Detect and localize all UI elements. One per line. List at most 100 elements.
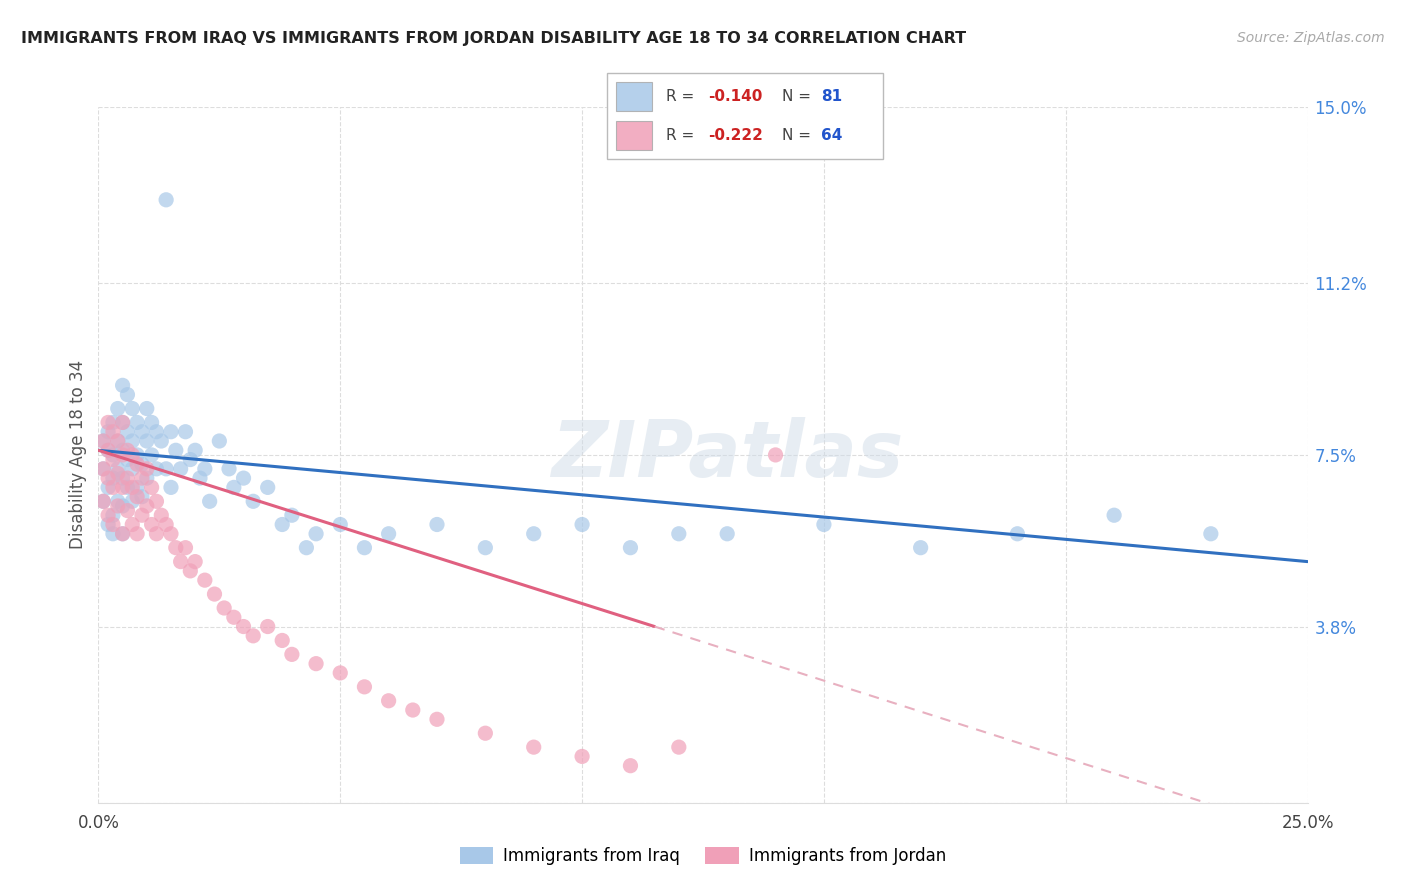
Point: [426, 517, 449, 532]
Point: [117, 480, 139, 494]
Point: [232, 471, 254, 485]
Point: [127, 457, 149, 471]
Point: [194, 462, 217, 476]
FancyBboxPatch shape: [616, 82, 652, 111]
Point: [668, 526, 690, 541]
Point: [131, 508, 153, 523]
Point: [910, 541, 932, 555]
Point: [256, 619, 278, 633]
Point: [91, 494, 114, 508]
Point: [131, 425, 153, 439]
Point: [101, 425, 124, 439]
Point: [101, 508, 124, 523]
Point: [101, 452, 124, 467]
Point: [208, 434, 231, 448]
Point: [145, 526, 167, 541]
Point: [150, 434, 173, 448]
Point: [127, 416, 149, 430]
Point: [281, 648, 304, 662]
Point: [426, 712, 449, 726]
Point: [141, 416, 163, 430]
Point: [353, 541, 375, 555]
Point: [271, 517, 294, 532]
Point: [1199, 526, 1222, 541]
Point: [160, 526, 183, 541]
Point: [474, 726, 496, 740]
Text: ZIPatlas: ZIPatlas: [551, 417, 903, 493]
Point: [107, 499, 129, 513]
Point: [145, 425, 167, 439]
Point: [97, 425, 120, 439]
Point: [121, 480, 143, 494]
Point: [101, 480, 124, 494]
Point: [571, 749, 593, 764]
Point: [141, 448, 163, 462]
Point: [111, 499, 134, 513]
Point: [117, 471, 139, 485]
Point: [91, 462, 114, 476]
Point: [121, 401, 143, 416]
Text: 81: 81: [821, 89, 842, 103]
Point: [111, 416, 134, 430]
Point: [111, 378, 134, 392]
Point: [101, 517, 124, 532]
Point: [121, 462, 143, 476]
Point: [117, 503, 139, 517]
Point: [135, 471, 157, 485]
Point: [127, 448, 149, 462]
Point: [97, 508, 120, 523]
Point: [242, 494, 264, 508]
Point: [101, 471, 124, 485]
Text: -0.222: -0.222: [709, 128, 763, 143]
Point: [155, 193, 177, 207]
Point: [111, 471, 134, 485]
Text: -0.140: -0.140: [709, 89, 763, 103]
Point: [150, 508, 173, 523]
Point: [174, 541, 197, 555]
FancyBboxPatch shape: [616, 121, 652, 150]
Point: [619, 758, 641, 772]
Point: [194, 573, 217, 587]
Point: [111, 416, 134, 430]
Text: IMMIGRANTS FROM IRAQ VS IMMIGRANTS FROM JORDAN DISABILITY AGE 18 TO 34 CORRELATI: IMMIGRANTS FROM IRAQ VS IMMIGRANTS FROM …: [21, 31, 966, 46]
Point: [101, 448, 124, 462]
Point: [131, 490, 153, 504]
Point: [121, 448, 143, 462]
Point: [131, 471, 153, 485]
Point: [305, 526, 328, 541]
Text: Source: ZipAtlas.com: Source: ZipAtlas.com: [1237, 31, 1385, 45]
Point: [117, 387, 139, 401]
Point: [121, 494, 143, 508]
Point: [160, 425, 183, 439]
Point: [127, 480, 149, 494]
Point: [111, 526, 134, 541]
Point: [402, 703, 425, 717]
Point: [619, 541, 641, 555]
Point: [91, 494, 114, 508]
Point: [121, 517, 143, 532]
Point: [111, 526, 134, 541]
Point: [165, 443, 187, 458]
Point: [107, 434, 129, 448]
Point: [169, 555, 191, 569]
Point: [97, 443, 120, 458]
Point: [377, 526, 399, 541]
Point: [1007, 526, 1029, 541]
Point: [179, 564, 201, 578]
Point: [111, 480, 134, 494]
Point: [107, 434, 129, 448]
Point: [117, 425, 139, 439]
Y-axis label: Disability Age 18 to 34: Disability Age 18 to 34: [69, 360, 87, 549]
Point: [91, 434, 114, 448]
Point: [571, 517, 593, 532]
Point: [329, 665, 352, 680]
Point: [716, 526, 738, 541]
Point: [107, 462, 129, 476]
Point: [169, 462, 191, 476]
Point: [765, 448, 787, 462]
Point: [232, 619, 254, 633]
Point: [305, 657, 328, 671]
Point: [271, 633, 294, 648]
Point: [135, 401, 157, 416]
Point: [1102, 508, 1125, 523]
